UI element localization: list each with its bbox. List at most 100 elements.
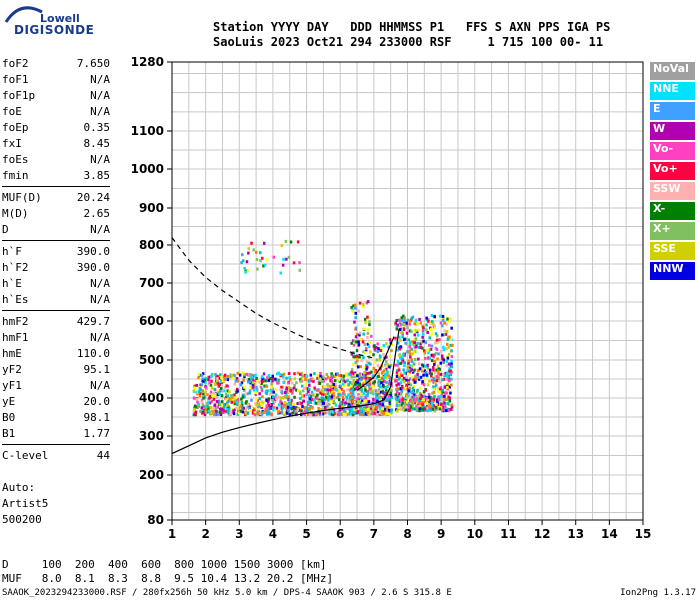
echo-point	[376, 350, 380, 354]
echo-point	[285, 389, 288, 393]
echo-point	[256, 379, 259, 383]
echo-point	[368, 410, 371, 414]
echo-point	[291, 391, 294, 395]
echo-point	[378, 402, 381, 406]
echo-point	[377, 396, 380, 400]
echo-point	[389, 363, 393, 367]
echo-point	[441, 324, 444, 328]
echo-point	[376, 342, 379, 346]
echo-point	[268, 412, 271, 416]
param-name: foE	[2, 105, 22, 118]
echo-point	[422, 383, 426, 387]
echo-point	[248, 409, 252, 412]
echo-point	[371, 401, 374, 405]
echo-point	[406, 326, 409, 330]
param-value: 98.1	[83, 411, 111, 424]
echo-point	[410, 360, 414, 364]
echo-point	[355, 406, 358, 410]
echo-point	[397, 382, 400, 386]
echo-point	[427, 395, 431, 399]
echo-point	[272, 405, 276, 409]
echo-point	[309, 405, 312, 408]
echo-point	[359, 365, 362, 369]
echo-point	[377, 383, 381, 387]
x-tick-label: 13	[567, 527, 584, 541]
y-tick-label: 300	[139, 429, 164, 443]
echo-point	[441, 378, 444, 382]
echo-point	[368, 385, 371, 389]
echo-point	[242, 406, 246, 410]
echo-point	[366, 376, 369, 380]
param-value: 20.24	[76, 191, 110, 204]
echo-point	[441, 357, 444, 361]
echo-point	[276, 381, 279, 385]
echo-point	[447, 378, 451, 382]
echo-point	[251, 381, 255, 385]
echo-point	[378, 395, 381, 399]
echo-point	[381, 408, 385, 412]
echo-point	[219, 379, 223, 383]
echo-point	[355, 332, 359, 336]
echo-point	[348, 407, 351, 411]
echo-point	[255, 258, 259, 261]
echo-point	[298, 261, 301, 265]
echo-point	[377, 379, 381, 383]
echo-point	[349, 406, 352, 410]
echo-point	[430, 314, 434, 317]
echo-point	[445, 409, 448, 413]
echo-point	[429, 368, 432, 372]
echo-point	[360, 410, 364, 414]
echo-point	[369, 362, 372, 366]
echo-point	[280, 389, 284, 393]
echo-point	[352, 304, 355, 308]
echo-point	[379, 385, 382, 389]
echo-point	[429, 409, 432, 412]
echo-point	[247, 406, 251, 410]
echo-point	[321, 401, 325, 405]
echo-point	[382, 391, 385, 395]
echo-point	[368, 380, 371, 384]
echo-point	[422, 364, 425, 368]
echo-point	[437, 374, 441, 378]
echo-point	[279, 396, 282, 400]
echo-point	[243, 393, 246, 397]
param-value: 7.650	[76, 57, 110, 70]
echo-point	[272, 390, 275, 394]
echo-point	[408, 345, 411, 349]
y-tick-label: 1280	[131, 55, 164, 69]
echo-point	[204, 410, 208, 414]
echo-point	[405, 383, 408, 387]
echo-point	[289, 386, 292, 390]
echo-point	[357, 388, 361, 392]
echo-point	[247, 251, 250, 255]
echo-point	[402, 314, 405, 318]
echo-point	[322, 390, 325, 394]
echo-point	[349, 391, 353, 395]
echo-point	[194, 405, 197, 409]
echo-point	[203, 405, 206, 409]
echo-point	[368, 389, 372, 393]
echo-point	[388, 400, 391, 404]
echo-point	[325, 373, 328, 376]
echo-point	[366, 315, 369, 319]
param-row-hes: h`Es N/A	[2, 292, 110, 308]
echo-point	[343, 409, 346, 413]
echo-point	[434, 341, 437, 345]
echo-point	[195, 398, 199, 401]
echo-point	[298, 268, 301, 272]
echo-point	[226, 403, 229, 407]
echo-point	[294, 409, 297, 413]
echo-point	[295, 406, 298, 410]
echo-point	[407, 361, 410, 365]
echo-point	[386, 396, 389, 400]
echo-point	[280, 244, 284, 248]
echo-point	[250, 405, 254, 409]
echo-point	[236, 412, 240, 416]
echo-point	[270, 413, 273, 417]
echo-point	[366, 411, 369, 415]
echo-point	[413, 328, 416, 332]
echo-point	[349, 412, 353, 416]
echo-point	[232, 412, 236, 416]
echo-point	[400, 389, 403, 393]
echo-point	[267, 378, 271, 382]
